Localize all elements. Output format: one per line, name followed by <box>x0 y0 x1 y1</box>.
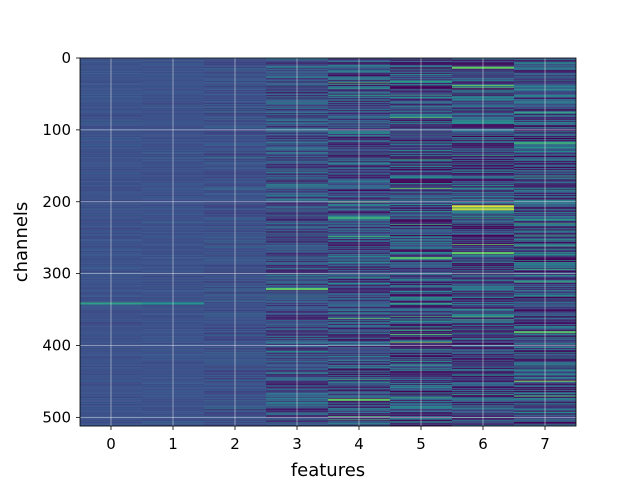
x-tick-label: 5 <box>416 435 426 453</box>
y-axis-ticks: 0 100 200 300 400 500 <box>42 49 80 426</box>
x-tick-label: 1 <box>168 435 178 453</box>
plot-frame <box>79 57 577 427</box>
x-tick-label: 6 <box>478 435 488 453</box>
x-tick-label: 4 <box>354 435 364 453</box>
y-tick-label: 0 <box>61 49 71 67</box>
y-tick-label: 300 <box>42 265 71 283</box>
x-tick-label: 3 <box>292 435 302 453</box>
heatmap-cells <box>80 58 576 427</box>
y-axis-label: channels <box>11 202 32 283</box>
y-tick-label: 200 <box>42 193 71 211</box>
y-tick-label: 400 <box>42 337 71 355</box>
x-axis-label: features <box>291 460 365 480</box>
x-tick-label: 2 <box>230 435 240 453</box>
x-tick-label: 0 <box>106 435 116 453</box>
x-tick-label: 7 <box>540 435 550 453</box>
y-tick-label: 100 <box>42 121 71 139</box>
grid-lines <box>80 57 576 426</box>
x-axis-ticks: 0 1 2 3 4 5 6 7 <box>106 426 550 453</box>
y-tick-label: 500 <box>42 408 71 426</box>
